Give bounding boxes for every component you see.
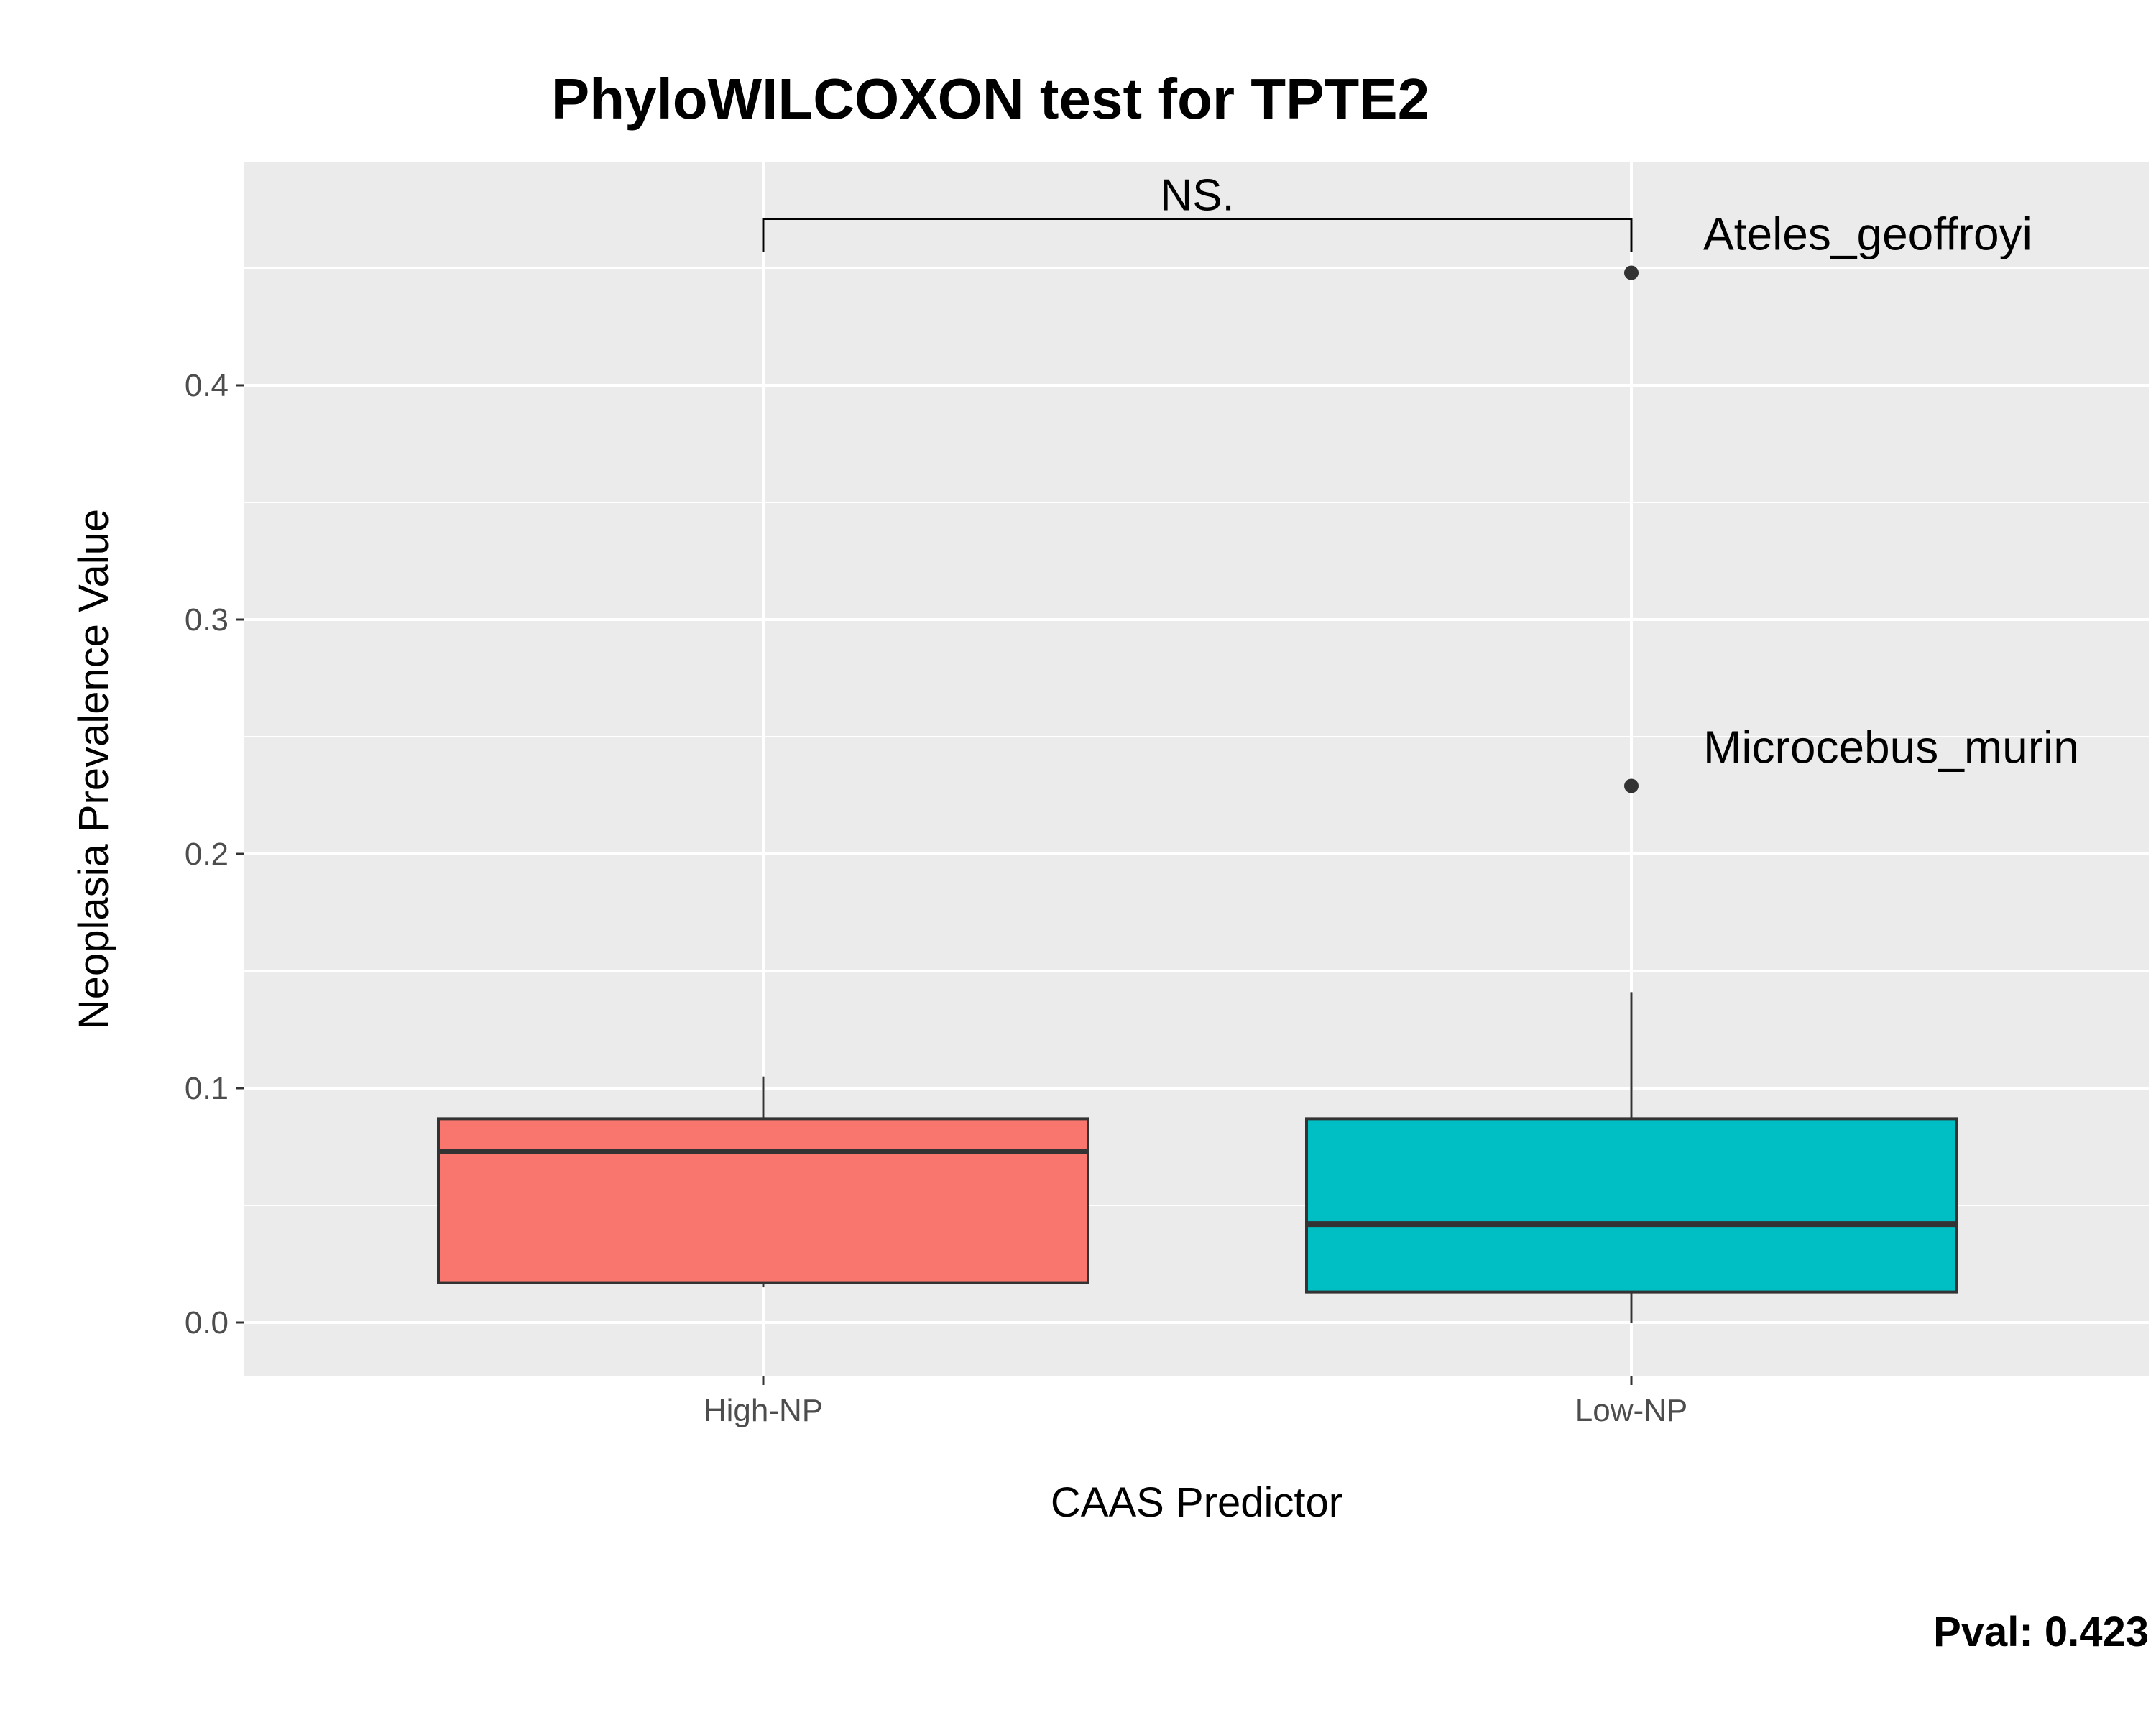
y-tick-label: 0.1 bbox=[185, 1071, 229, 1106]
outlier-label: Microcebus_murin bbox=[1703, 721, 2079, 773]
outlier-point bbox=[1624, 778, 1639, 794]
pval-label: Pval: 0.423 bbox=[1933, 1609, 2149, 1655]
boxes bbox=[437, 992, 1958, 1322]
axes: 0.0 0.1 0.2 0.3 0.4 High-NP Low-NP bbox=[185, 368, 1687, 1428]
significance-label: NS. bbox=[1160, 171, 1234, 221]
chart-title: PhyloWILCOXON test for TPTE2 bbox=[551, 67, 1429, 131]
x-tick-label: High-NP bbox=[704, 1393, 823, 1428]
outlier-label: Ateles_geoffroyi bbox=[1703, 208, 2032, 260]
outlier-point bbox=[1624, 265, 1639, 280]
significance-bracket bbox=[762, 218, 1633, 252]
x-axis-title: CAAS Predictor bbox=[1051, 1479, 1342, 1526]
y-axis-title: Neoplasia Prevalence Value bbox=[70, 509, 117, 1029]
annotations: Ateles_geoffroyi Microcebus_murin NS. bbox=[762, 171, 2079, 794]
y-tick-label: 0.3 bbox=[185, 602, 229, 638]
y-tick-label: 0.2 bbox=[185, 837, 229, 872]
box-low-np bbox=[1305, 1117, 1958, 1294]
y-tick-label: 0.4 bbox=[185, 368, 229, 403]
y-tick-label: 0.0 bbox=[185, 1305, 229, 1340]
box-high-np bbox=[437, 1117, 1089, 1284]
x-tick-label: Low-NP bbox=[1575, 1393, 1688, 1428]
